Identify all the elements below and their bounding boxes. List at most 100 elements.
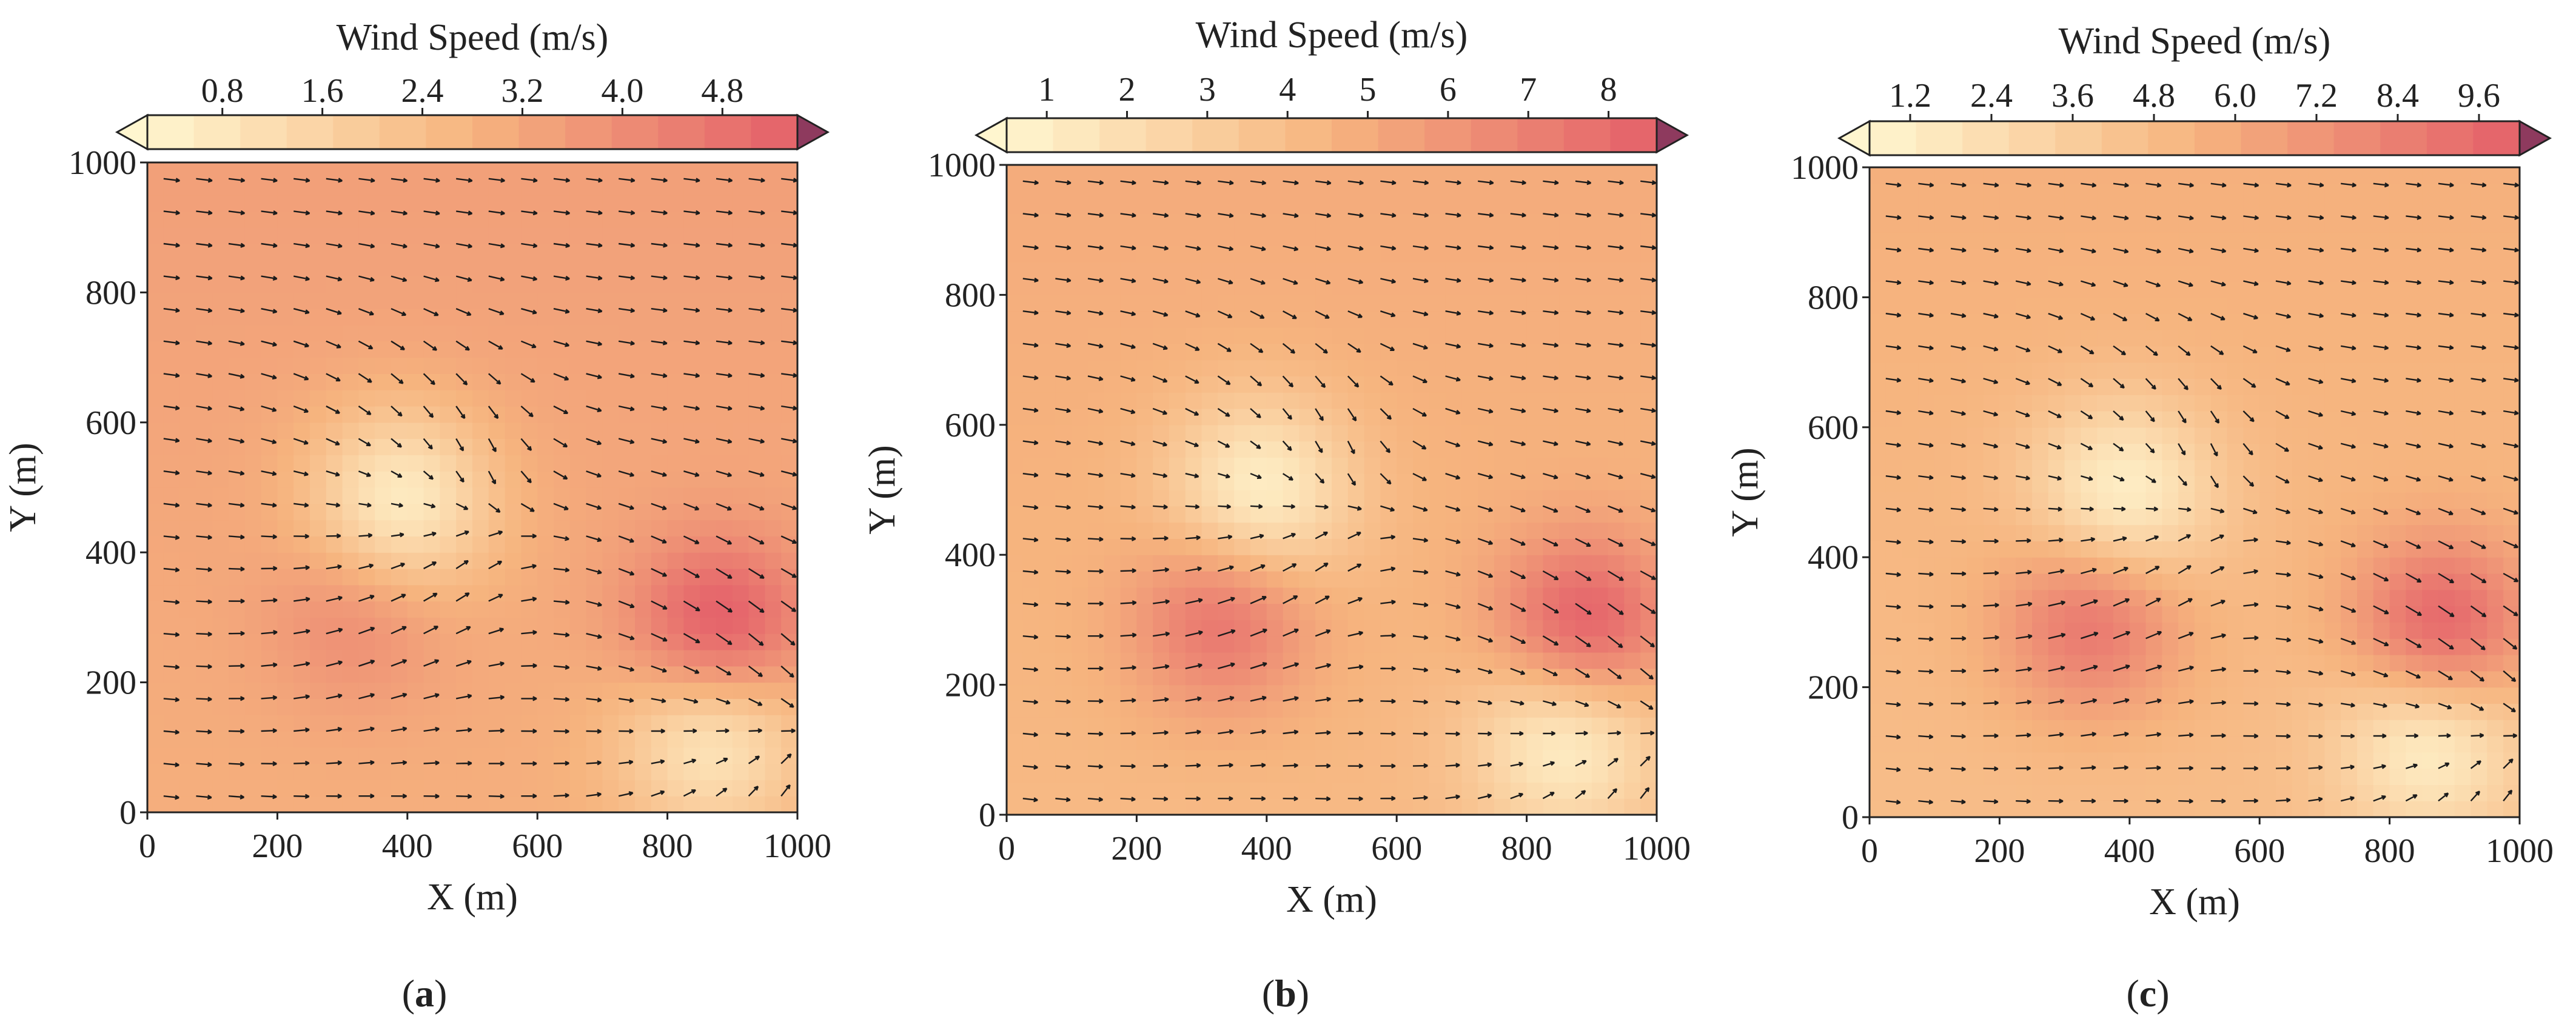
wind-arrow — [326, 340, 341, 349]
wind-arrow — [2438, 182, 2454, 188]
wind-arrow — [2113, 765, 2128, 770]
wind-arrow — [2470, 215, 2487, 220]
wind-arrow — [2503, 638, 2518, 650]
wind-arrow — [2373, 215, 2389, 220]
wind-arrow — [423, 726, 440, 732]
wind-arrow — [1412, 440, 1427, 450]
wind-arrow — [2113, 247, 2129, 254]
wind-arrow — [1543, 761, 1555, 767]
wind-arrow — [1347, 278, 1364, 284]
wind-arrow — [261, 728, 277, 734]
wind-arrow — [196, 340, 213, 346]
wind-arrow — [2178, 410, 2187, 424]
wind-arrow — [456, 761, 472, 766]
wind-arrow — [488, 242, 505, 249]
wind-arrow — [2016, 666, 2032, 672]
colorbar-tick-label: 4.0 — [601, 72, 643, 110]
wind-arrow — [2178, 699, 2194, 704]
wind-arrow — [553, 373, 569, 381]
wind-arrow — [1217, 343, 1232, 352]
wind-arrow — [1542, 505, 1558, 513]
wind-arrow — [196, 599, 212, 604]
wind-arrow — [1412, 602, 1429, 607]
wind-arrow — [2470, 182, 2487, 188]
wind-arrow — [2048, 378, 2062, 386]
wind-arrow — [1575, 538, 1591, 547]
wind-arrow — [326, 275, 343, 282]
wind-arrow — [618, 535, 634, 543]
wind-arrow — [553, 632, 570, 638]
wind-arrow — [358, 406, 372, 415]
wind-arrow — [163, 632, 180, 637]
wind-arrow — [1022, 667, 1039, 672]
wind-arrow — [228, 438, 245, 444]
colorbar-segment — [1192, 118, 1239, 152]
wind-arrow — [2210, 345, 2224, 355]
wind-arrow — [716, 307, 733, 313]
wind-arrow — [228, 503, 245, 508]
wind-arrow — [2438, 733, 2451, 738]
wind-arrow — [1380, 343, 1395, 351]
wind-arrow — [1022, 180, 1039, 185]
wind-arrow — [1283, 310, 1297, 319]
wind-arrow — [2210, 410, 2220, 424]
wind-arrow — [1542, 792, 1555, 800]
wind-arrow — [1120, 504, 1136, 510]
wind-arrow — [748, 178, 765, 183]
wind-arrow — [1543, 343, 1559, 348]
panel-label: (c) — [2126, 972, 2169, 1015]
wind-arrow — [1055, 634, 1071, 640]
wind-arrow — [423, 794, 440, 799]
wind-arrow — [163, 795, 179, 800]
wind-arrow — [163, 438, 180, 443]
wind-arrow — [2081, 698, 2098, 704]
wind-arrow — [326, 210, 343, 216]
wind-arrow — [2373, 410, 2389, 416]
wind-arrow — [651, 600, 668, 610]
wind-arrow — [2406, 733, 2419, 738]
wind-arrow — [2503, 507, 2519, 515]
wind-arrow — [2438, 247, 2454, 253]
wind-arrow — [1022, 797, 1038, 803]
x-tick-label: 1000 — [1623, 830, 1691, 867]
y-tick-label: 1000 — [928, 147, 996, 184]
wind-arrow — [423, 340, 438, 351]
wind-arrow — [1607, 788, 1618, 800]
wind-arrow — [261, 503, 277, 508]
wind-arrow — [1885, 669, 1901, 675]
wind-arrow — [716, 567, 733, 579]
wind-arrow — [2016, 732, 2031, 738]
wind-arrow — [618, 791, 634, 797]
wind-arrow — [1918, 280, 1934, 286]
wind-arrow — [261, 761, 277, 766]
wind-arrow — [1347, 343, 1361, 353]
wind-arrow — [1120, 310, 1136, 316]
wind-arrow — [1510, 310, 1526, 315]
wind-arrow — [1640, 343, 1657, 348]
wind-arrow — [586, 405, 602, 412]
wind-arrow — [716, 340, 733, 346]
wind-arrow — [2178, 345, 2191, 356]
wind-arrow — [1950, 507, 1967, 512]
colorbar-tick-label: 3.6 — [2051, 77, 2094, 115]
wind-arrow — [326, 308, 342, 315]
wind-arrow — [1918, 182, 1934, 188]
wind-arrow — [163, 340, 180, 346]
wind-arrow — [1510, 700, 1524, 706]
wind-arrow — [2145, 630, 2162, 640]
wind-arrow — [1983, 766, 1999, 772]
wind-arrow — [651, 210, 668, 216]
wind-arrow — [2081, 536, 2096, 542]
wind-arrow — [1185, 763, 1201, 768]
wind-arrow — [1983, 475, 1999, 481]
wind-arrow — [2341, 764, 2355, 770]
wind-arrow — [293, 661, 310, 667]
wind-arrow — [293, 727, 310, 733]
wind-arrow — [2438, 215, 2454, 220]
wind-arrow — [2145, 313, 2160, 322]
colorbar-title: Wind Speed (m/s) — [337, 17, 609, 58]
wind-arrow — [2015, 247, 2031, 253]
wind-arrow — [2113, 313, 2128, 321]
wind-arrow — [1055, 601, 1071, 607]
wind-arrow — [2275, 637, 2292, 643]
